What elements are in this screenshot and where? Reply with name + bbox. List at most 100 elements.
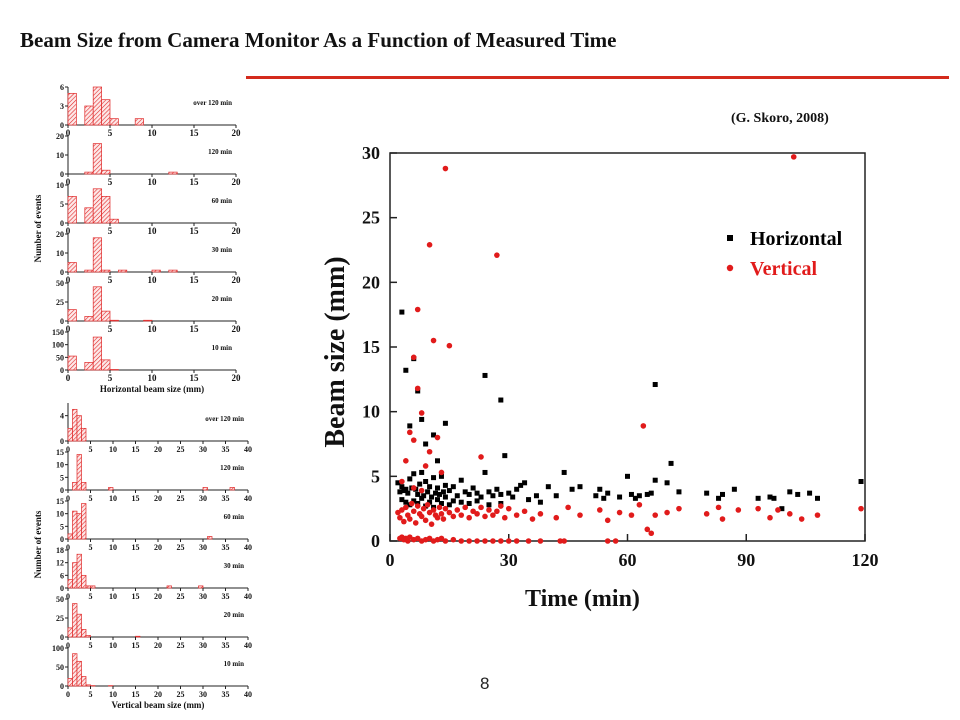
- horizontal-point: [399, 484, 405, 490]
- histogram-x-tick-label: 25: [177, 641, 185, 650]
- histogram-panel-label: 20 min: [212, 295, 233, 303]
- histogram-x-tick-label: 10: [109, 543, 117, 552]
- histogram-x-tick-label: 35: [222, 641, 230, 650]
- horizontal-point: [720, 491, 725, 497]
- histogram-x-tick-label: 10: [109, 592, 117, 601]
- horizontal-point: [425, 489, 431, 495]
- vertical-point: [490, 538, 496, 544]
- histogram-bar: [85, 635, 91, 638]
- vertical-point: [442, 505, 449, 512]
- histogram-y-axis-label: Number of events: [33, 194, 43, 262]
- histogram-panel-label: 30 min: [212, 246, 233, 254]
- histogram-bar: [101, 359, 111, 371]
- y-tick-label: 25: [362, 208, 380, 228]
- histogram-bar: [168, 171, 178, 175]
- histogram-y-tick-label: 6: [60, 571, 64, 580]
- horizontal-point: [438, 473, 444, 479]
- histogram-bar: [85, 684, 91, 687]
- horizontal-point: [664, 480, 670, 486]
- histogram-bar: [76, 613, 82, 638]
- horizontal-point: [482, 469, 488, 475]
- histogram-bar: [108, 487, 114, 491]
- horizontal-point: [561, 469, 567, 475]
- histogram-y-tick-label: 0: [60, 535, 64, 544]
- vertical-point: [604, 517, 611, 524]
- histogram-bar: [109, 369, 119, 371]
- histogram-bar: [67, 92, 77, 126]
- histogram-x-tick-label: 20: [232, 324, 242, 334]
- vertical-point: [505, 538, 512, 544]
- vertical-point: [414, 306, 421, 313]
- vertical-point: [446, 509, 453, 516]
- histogram-y-tick-label: 10: [56, 181, 64, 190]
- horizontal-point: [395, 480, 401, 486]
- horizontal-point: [431, 432, 437, 438]
- histogram-y-tick-label: 0: [60, 437, 64, 446]
- vertical-point: [410, 508, 417, 515]
- histogram-y-tick-label: 10: [56, 461, 64, 470]
- vertical-point: [858, 505, 864, 512]
- vertical-point: [474, 538, 480, 544]
- horizontal-point: [858, 479, 864, 485]
- vertical-point: [525, 538, 532, 544]
- vertical-point: [406, 534, 413, 540]
- histogram-bar: [81, 482, 87, 491]
- histogram-x-tick-label: 15: [132, 494, 140, 503]
- x-axis-label: Time (min): [525, 586, 640, 612]
- vertical-point: [612, 538, 619, 544]
- horizontal-point: [494, 486, 500, 492]
- histogram-panel-label: over 120 min: [193, 99, 232, 107]
- horizontal-point: [767, 494, 773, 500]
- histogram-x-tick-label: 30: [199, 641, 207, 650]
- vertical-point: [513, 538, 520, 544]
- vertical-point: [561, 538, 567, 544]
- histogram-bar: [81, 629, 87, 638]
- y-tick-label: 15: [362, 337, 380, 357]
- histogram-x-tick-label: 25: [177, 543, 185, 552]
- vertical-point: [418, 513, 425, 520]
- title-underline: [246, 76, 949, 79]
- horizontal-point: [601, 495, 607, 501]
- horizontal-point: [632, 495, 638, 501]
- histogram-y-tick-label: 100: [52, 341, 64, 350]
- horizontal-point: [435, 497, 440, 503]
- histogram-y-tick-label: 150: [52, 328, 64, 337]
- histogram-x-tick-label: 10: [148, 177, 158, 187]
- horizontal-point: [397, 489, 403, 495]
- histogram-x-tick-label: 5: [89, 592, 93, 601]
- histogram-panel-label: 10 min: [212, 344, 233, 352]
- horizontal-point: [474, 498, 480, 504]
- histogram-y-tick-label: 4: [60, 412, 64, 421]
- vertical-point: [414, 503, 421, 509]
- histogram-x-tick-label: 20: [232, 275, 242, 285]
- histogram-x-tick-label: 10: [109, 690, 117, 699]
- histogram-bar: [67, 427, 73, 442]
- horizontal-point: [438, 500, 444, 506]
- histogram-y-tick-label: 50: [56, 279, 64, 288]
- histogram-bar: [76, 660, 82, 687]
- horizontal-point: [652, 382, 658, 388]
- vertical-point: [755, 505, 761, 512]
- vertical-point: [466, 538, 472, 544]
- vertical-point: [438, 511, 445, 517]
- histogram-bar: [90, 585, 96, 589]
- histogram-bar: [76, 553, 82, 589]
- vertical-point: [644, 526, 651, 533]
- histogram-y-tick-label: 25: [56, 298, 64, 307]
- vertical-point: [494, 508, 500, 515]
- histogram-bar: [92, 286, 102, 322]
- horizontal-point: [435, 485, 440, 491]
- horizontal-point: [405, 490, 411, 496]
- vertical-point: [458, 538, 465, 544]
- horizontal-point: [399, 497, 405, 503]
- vertical-point: [410, 485, 417, 491]
- vertical-point: [428, 521, 435, 527]
- histogram-x-tick-label: 35: [222, 690, 230, 699]
- horizontal-point: [625, 473, 630, 479]
- vertical-point: [482, 513, 488, 520]
- horizontal-point: [419, 495, 425, 501]
- y-tick-label: 5: [371, 466, 380, 486]
- histogram-y-tick-label: 10: [56, 151, 64, 160]
- histogram-y-tick-label: 0: [60, 366, 64, 375]
- histogram-bar: [85, 585, 91, 589]
